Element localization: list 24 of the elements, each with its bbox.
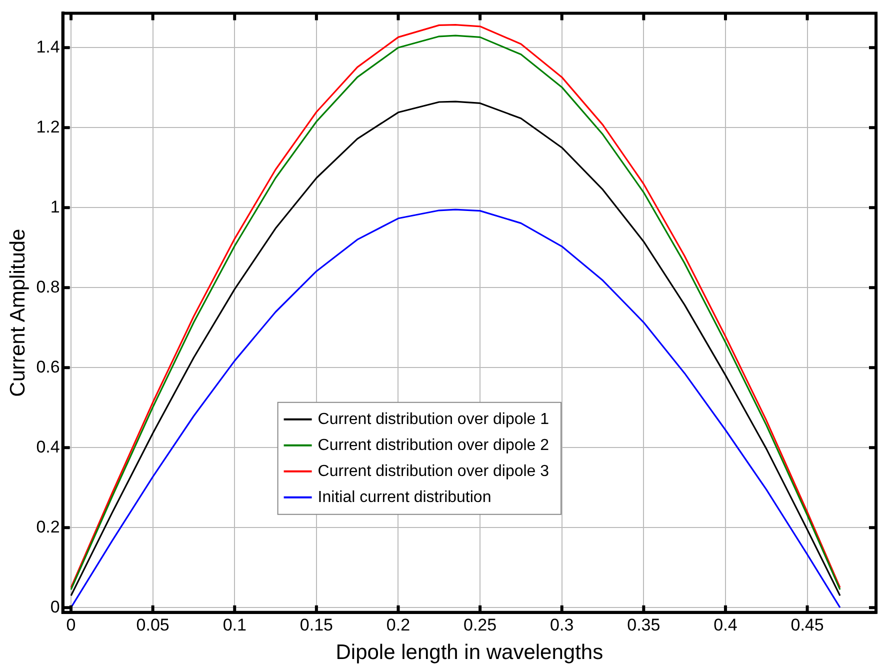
x-axis-title: Dipole length in wavelengths xyxy=(336,641,604,664)
x-tick-label: 0.1 xyxy=(222,615,246,634)
y-tick-label: 0.4 xyxy=(36,437,60,456)
y-tick-label: 0.8 xyxy=(36,277,60,296)
x-tick-label: 0.3 xyxy=(550,615,574,634)
x-tick-label: 0 xyxy=(66,615,76,634)
y-tick-label: 1.4 xyxy=(36,37,60,56)
x-tick-label: 0.15 xyxy=(300,615,333,634)
y-axis-title: Current Amplitude xyxy=(6,228,30,397)
y-tick-label: 1 xyxy=(50,197,60,216)
x-tick-label: 0.35 xyxy=(627,615,660,634)
x-tick-label: 0.25 xyxy=(464,615,497,634)
y-tick-label: 0.6 xyxy=(36,357,60,376)
y-tick-label: 0 xyxy=(50,597,60,616)
x-tick-label: 0.4 xyxy=(714,615,738,634)
y-tick-label: 1.2 xyxy=(36,117,60,136)
x-tick-label: 0.2 xyxy=(386,615,410,634)
legend-label: Current distribution over dipole 2 xyxy=(318,436,550,454)
legend-label: Current distribution over dipole 1 xyxy=(318,410,550,428)
x-tick-label: 0.05 xyxy=(136,615,170,634)
legend-label: Current distribution over dipole 3 xyxy=(318,462,550,480)
y-tick-label: 0.2 xyxy=(36,517,60,536)
x-tick-label: 0.45 xyxy=(790,615,824,634)
legend-label: Initial current distribution xyxy=(318,488,492,506)
